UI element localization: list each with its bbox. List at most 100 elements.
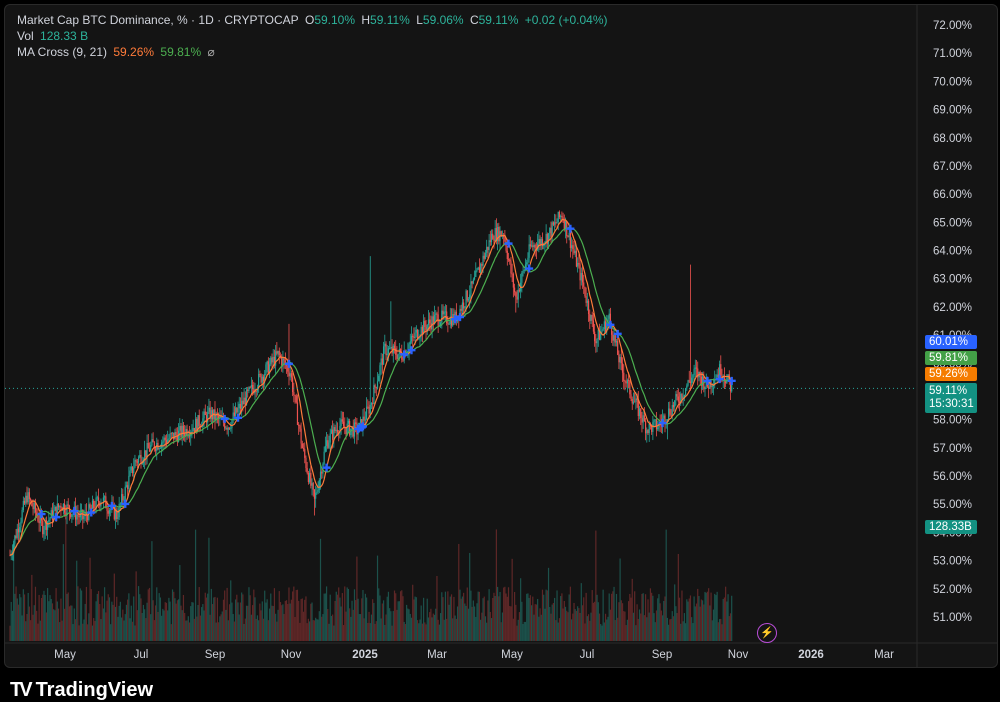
volume-bar xyxy=(368,611,370,641)
branding[interactable]: TV TradingView xyxy=(10,679,153,702)
candle-body xyxy=(170,433,172,435)
candle-body xyxy=(541,238,544,247)
candle-body xyxy=(347,420,350,424)
y-tick-label: 51.00% xyxy=(933,612,972,624)
candle-body xyxy=(443,311,445,315)
candle-body xyxy=(436,313,438,315)
legend-symbol[interactable]: Market Cap BTC Dominance, % · 1D · CRYPT… xyxy=(17,13,299,27)
volume-bar xyxy=(686,599,688,641)
candle-body xyxy=(136,461,138,463)
ma-cross-marker xyxy=(566,224,575,233)
volume-bar xyxy=(680,623,682,641)
candle-body xyxy=(363,416,365,421)
y-tick-label: 53.00% xyxy=(933,556,972,568)
candle-body xyxy=(37,515,39,522)
candle-body xyxy=(14,535,16,544)
volume-bar xyxy=(21,615,23,641)
x-tick-label: Mar xyxy=(427,649,447,661)
candle-body xyxy=(329,433,331,443)
volume-bar xyxy=(231,602,233,641)
volume-bar xyxy=(216,597,219,641)
legend-vol-value: 128.33 B xyxy=(40,29,89,43)
candle-body xyxy=(483,255,485,259)
candle-body xyxy=(693,368,695,376)
candle-body xyxy=(420,326,422,337)
candle-body xyxy=(586,300,588,303)
candle-body xyxy=(137,457,140,463)
x-tick-label: Sep xyxy=(205,649,225,661)
legend-vol-label[interactable]: Vol xyxy=(17,29,34,43)
volume-bar xyxy=(288,587,290,641)
volume-bar xyxy=(66,593,68,641)
volume-bar xyxy=(647,599,649,641)
volume-bar xyxy=(698,596,700,641)
candle-body xyxy=(488,240,490,250)
candle-body xyxy=(375,387,377,389)
candle-body xyxy=(113,504,115,520)
lightning-icon[interactable]: ⚡ xyxy=(757,623,777,643)
volume-bar xyxy=(327,609,329,641)
volume-bar xyxy=(242,594,244,641)
candle-body xyxy=(177,430,180,442)
volume-bar xyxy=(332,614,334,641)
candle-body xyxy=(551,222,553,237)
candle-body xyxy=(201,426,203,428)
volume-bar xyxy=(489,611,491,641)
volume-bar xyxy=(87,624,89,641)
volume-bar xyxy=(245,605,248,641)
volume-bar xyxy=(34,586,37,641)
volume-bar xyxy=(82,623,84,641)
candle-body xyxy=(427,319,430,326)
volume-bar xyxy=(706,591,709,641)
volume-bar xyxy=(384,624,386,641)
volume-bar xyxy=(504,586,506,641)
candle-body xyxy=(127,485,129,489)
volume-bar xyxy=(299,622,301,641)
legend-ma-label[interactable]: MA Cross (9, 21) xyxy=(17,45,108,59)
candle-body xyxy=(670,414,672,416)
volume-bar xyxy=(638,609,641,641)
candle-body xyxy=(439,322,442,326)
volume-bar xyxy=(594,601,596,641)
volume-bar xyxy=(203,610,205,641)
volume-bar xyxy=(710,592,712,641)
candle-body xyxy=(574,250,576,254)
volume-bar xyxy=(313,620,316,641)
candle-body xyxy=(65,512,67,515)
y-tick-label: 71.00% xyxy=(933,48,972,60)
candle-body xyxy=(74,506,77,520)
candle-body xyxy=(15,535,17,538)
volume-bar xyxy=(316,619,318,641)
y-tick-label: 70.00% xyxy=(933,76,972,88)
volume-bar xyxy=(601,625,603,641)
candle-body xyxy=(277,350,279,354)
volume-bar xyxy=(603,622,605,641)
candle-body xyxy=(83,516,85,520)
candle-body xyxy=(631,398,633,404)
volume-bar xyxy=(574,609,576,641)
candle-body xyxy=(248,387,250,391)
candle-body xyxy=(573,249,575,254)
volume-bar xyxy=(676,613,678,641)
volume-bar xyxy=(562,608,564,641)
volume-bar xyxy=(655,610,658,641)
volume-bar xyxy=(643,615,645,641)
volume-bar xyxy=(539,608,541,641)
volume-bar xyxy=(386,596,388,641)
candle-body xyxy=(489,240,491,243)
candle-body xyxy=(472,279,474,284)
visibility-icon[interactable]: ⌀ xyxy=(207,45,215,59)
volume-bar xyxy=(484,616,487,641)
volume-bar xyxy=(19,594,21,641)
candle-body xyxy=(674,400,676,408)
volume-bar xyxy=(682,621,684,641)
volume-bar xyxy=(627,601,630,641)
candle-body xyxy=(308,472,311,482)
price-badge-cross: 60.01% xyxy=(925,335,977,349)
volume-bar xyxy=(492,597,494,641)
volume-bar xyxy=(714,593,716,641)
candle-body xyxy=(543,244,545,247)
volume-bar xyxy=(558,618,561,641)
chart-canvas[interactable]: 72.00% 71.00% 70.00% 69.00% 68.00% 67.00% 66.0… xyxy=(5,5,997,667)
volume-bar xyxy=(56,601,58,641)
